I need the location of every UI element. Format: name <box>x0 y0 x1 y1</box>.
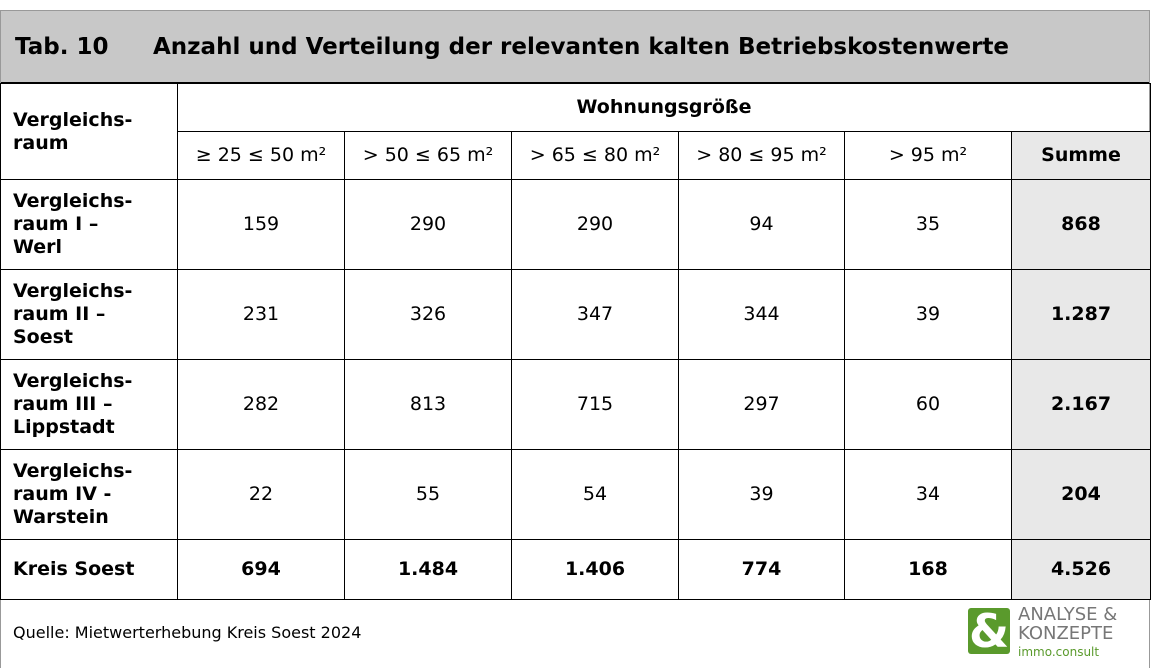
table-body: Vergleichs- raum Wohnungsgröße ≥ 25 ≤ 50… <box>0 83 1151 600</box>
column-header: Summe <box>1011 131 1151 180</box>
row-label: Kreis Soest <box>0 539 178 600</box>
cell: 60 <box>844 359 1012 450</box>
cell: 159 <box>177 179 345 270</box>
table-row: Kreis Soest 694 1.484 1.406 774 168 4.526 <box>0 539 1151 600</box>
cell: 813 <box>344 359 512 450</box>
table-row: Vergleichs- raum IV - Warstein 22 55 54 39 34… <box>0 449 1151 540</box>
cell: 55 <box>344 449 512 540</box>
group-header: Wohnungsgröße <box>177 83 1151 132</box>
cell: 1.406 <box>511 539 679 600</box>
column-header: ≥ 25 ≤ 50 m² <box>177 131 345 180</box>
cell: 54 <box>511 449 679 540</box>
cell: 344 <box>678 269 845 360</box>
column-header: > 50 ≤ 65 m² <box>344 131 512 180</box>
cell: 204 <box>1011 449 1151 540</box>
row-label: Vergleichs- raum IV - Warstein <box>0 449 178 540</box>
column-header: > 65 ≤ 80 m² <box>511 131 679 180</box>
cell: 715 <box>511 359 679 450</box>
logo-symbol: & <box>968 604 1010 658</box>
cell: 39 <box>844 269 1012 360</box>
cell: 168 <box>844 539 1012 600</box>
cell: 297 <box>678 359 845 450</box>
logo-line: immo.consult <box>1018 645 1100 659</box>
cell: 2.167 <box>1011 359 1151 450</box>
cell: 868 <box>1011 179 1151 270</box>
table-row: Vergleichs- raum III – Lippstadt 282 813 71… <box>0 359 1151 450</box>
table-frame: Tab. 10 Anzahl und Verteilung der releva… <box>0 10 1151 668</box>
source-note: Quelle: Mietwerterhebung Kreis Soest 202… <box>13 623 362 642</box>
cell: 282 <box>177 359 345 450</box>
cell: 39 <box>678 449 845 540</box>
cell: 22 <box>177 449 345 540</box>
cell: 4.526 <box>1011 539 1151 600</box>
header-row: Vergleichs- raum Wohnungsgröße <box>0 83 1151 180</box>
cell: 290 <box>344 179 512 270</box>
logo-line: KONZEPTE <box>1018 623 1114 644</box>
logo-line: ANALYSE & <box>1018 604 1118 625</box>
cell: 34 <box>844 449 1012 540</box>
row-label: Vergleichs- raum III – Lippstadt <box>0 359 178 450</box>
column-header: > 80 ≤ 95 m² <box>678 131 845 180</box>
logo: & ANALYSE & KONZEPTE immo.consult <box>968 604 1164 664</box>
table-row: Vergleichs- raum I – Werl 159 290 290 94 35 86… <box>0 179 1151 270</box>
cell: 1.287 <box>1011 269 1151 360</box>
cell: 1.484 <box>344 539 512 600</box>
cell: 290 <box>511 179 679 270</box>
cell: 326 <box>344 269 512 360</box>
table-row: Vergleichs- raum II – Soest 231 326 347 344 3… <box>0 269 1151 360</box>
column-header: > 95 m² <box>844 131 1012 180</box>
table-title: Anzahl und Verteilung der relevanten kal… <box>153 33 1010 60</box>
cell: 94 <box>678 179 845 270</box>
row-label: Vergleichs- raum I – Werl <box>0 179 178 270</box>
cell: 231 <box>177 269 345 360</box>
data-table: Vergleichs- raum Wohnungsgröße ≥ 25 ≤ 50… <box>0 83 1151 600</box>
cell: 35 <box>844 179 1012 270</box>
cell: 347 <box>511 269 679 360</box>
table-number: Tab. 10 <box>15 33 109 60</box>
row-header-label: Vergleichs- raum <box>0 83 178 180</box>
title-bar: Tab. 10 Anzahl und Verteilung der releva… <box>1 11 1149 83</box>
cell: 774 <box>678 539 845 600</box>
cell: 694 <box>177 539 345 600</box>
row-label: Vergleichs- raum II – Soest <box>0 269 178 360</box>
